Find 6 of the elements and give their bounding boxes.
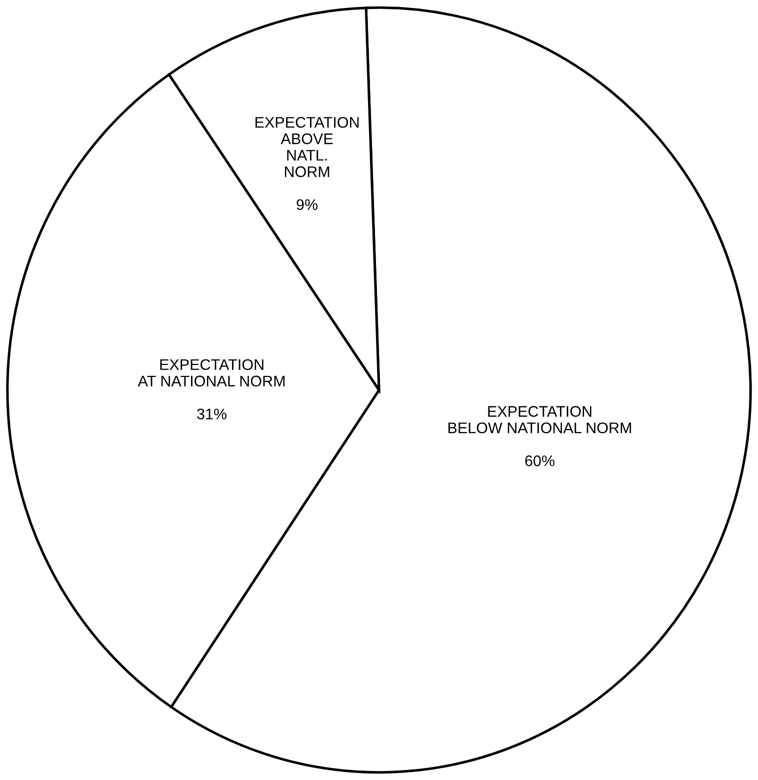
data-label: 9% [296, 199, 318, 210]
data-label: 60% [525, 455, 554, 466]
data-label: 31% [197, 408, 227, 420]
slice-label: EXPECTATION ABOVE NATL. NORM [256, 116, 359, 178]
slice-label: EXPECTATION BELOW NATIONAL NORM [448, 406, 631, 434]
slice-label: EXPECTATION AT NATIONAL NORM [138, 359, 285, 386]
